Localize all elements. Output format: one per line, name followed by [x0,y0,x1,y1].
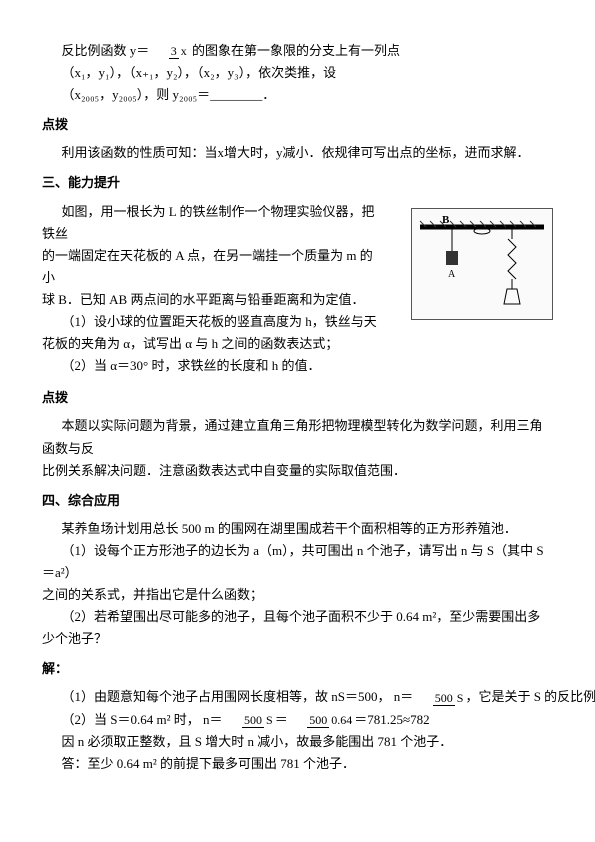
problem-line-3: （x₂₀₀₅，y₂₀₀₅），则 y₂₀₀₅＝________． [42,84,553,106]
s2b: 时， [174,712,200,727]
pt3: x₂，y₃ [204,65,239,80]
ab-5: 花板的夹角为 α，试写出 α 与 h 之间的函数表达式； [42,333,382,355]
fn: 500 [433,691,455,706]
q-2: （1）设每个正方形池子的边长为 a（m），共可围出 n 个池子，请写出 n 与 … [42,540,553,584]
label-A: A [448,269,456,280]
fa: 500 [242,713,264,728]
t-l1b: 的图象在第一象限的分支上有一列点 [192,43,400,58]
frac-2: 5000.64 [288,714,355,727]
sol-1: （1）由题意知每个池子占用围网长度相等，故 nS＝500， n＝500S，它是关… [42,686,553,708]
q-4: （2）若希望围出尽可能多的池子，且每个池子面积不少于 0.64 m²，至少需要围… [42,606,553,650]
ab-4: （1）设小球的位置距天花板的竖直高度为 h，铁丝与天 [42,311,382,333]
sol-3: 因 n 必须取正整数，且 S 增大时 n 减小，故最多能围出 781 个池子． [42,731,553,753]
section-4-title: 四、综合应用 [42,490,553,512]
hint-text-1: 利用该函数的性质可知：当x增大时，y减小．依规律可写出点的坐标，进而求解． [42,142,553,164]
label-B: B [442,214,450,226]
eq2: ＝ [275,712,288,727]
s1eq: nS＝500， [331,689,390,704]
s2res: ＝781.25≈782 [354,712,429,727]
s2m2: m² [156,712,170,727]
pt2: x₊₁，y₂ [136,65,178,80]
problem-line-1: 反比例函数 y＝3x 的图象在第一象限的分支上有一列点 [42,40,553,62]
pt1: x₁，y₁ [75,65,110,80]
blank: ________． [210,87,275,102]
fd2: 0.64 [329,713,354,727]
sol-2: （2）当 S＝0.64 m² 时， n＝500S＝5000.64＝781.25≈… [42,709,553,731]
q-3: 之间的关系式，并指出它是什么函数； [42,584,553,606]
s1so: n＝ [394,689,414,704]
paren-open: （ [62,65,75,80]
s2n1: n＝ [203,712,223,727]
section-3-title: 三、能力提升 [42,172,553,194]
s1end: ，它是关于 S 的反比例函数（S＞0）． [465,689,595,704]
t-l2b: ），依次类推，设 [239,65,337,80]
figure-svg: B A [412,209,552,319]
hint-2b: 比例关系解决问题．注意函数表达式中自变量的实际取值范围． [42,460,553,482]
hint-title-1: 点拨 [42,114,553,136]
fc: 500 [307,713,329,728]
fb: S [264,713,275,727]
frac-n: 3 [169,44,179,59]
s1a: （1）由题意知每个池子占用围网长度相等，故 [62,689,329,704]
s2a: （2）当 S＝0.64 [62,712,154,727]
frac-d: x [179,44,189,58]
ab-3: 球 B．已知 AB 两点间的水平距离与铅垂距离和为定值． [42,289,382,311]
t-l1: 反比例函数 [62,43,127,58]
ab-2: 的一端固定在天花板的 A 点，在另一端挂一个质量为 m 的小 [42,245,382,289]
t-l3b: ），则 [137,87,170,102]
q-1: 某养鱼场计划用总长 500 m 的围网在湖里围成若干个面积相等的正方形养殖池． [42,518,553,540]
hint-2a: 本题以实际问题为背景，通过建立直角三角形把物理模型转化为数学问题，利用三角函数与… [42,415,553,459]
frac-3x: 3x [149,45,189,58]
x2005: x₂₀₀₅，y₂₀₀₅ [75,87,137,102]
t-l1y: y＝ [130,43,150,58]
ab-6: （2）当 α＝30° 时，求铁丝的长度和 h 的值． [42,355,382,377]
sol-4: 答：至少 0.64 m² 的前提下最多可围出 781 个池子． [42,753,553,775]
fd: S [455,691,466,705]
physics-figure: B A [411,208,553,320]
frac-500-S: 500S [413,692,465,705]
hint-title-2: 点拨 [42,387,553,409]
solution-title: 解： [42,658,553,680]
problem-line-2: （x₁，y₁），（x₊₁，y₂），（x₂，y₃），依次类推，设 [42,62,553,84]
paren-open2: （ [62,87,75,102]
ab-1: 如图，用一根长为 L 的铁丝制作一个物理实验仪器，把铁丝 [42,201,382,245]
frac-1: 500S [223,714,275,727]
y2005: y₂₀₀₅＝ [173,87,211,102]
